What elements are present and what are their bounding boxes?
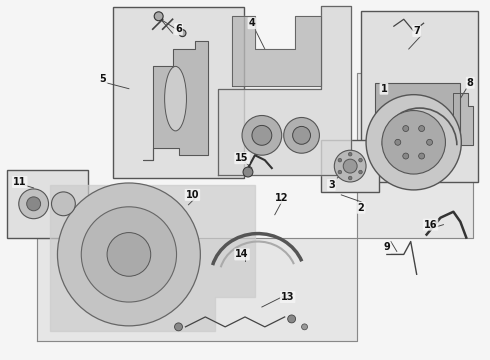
Text: 6: 6 bbox=[175, 24, 182, 34]
Text: 3: 3 bbox=[328, 180, 335, 190]
Circle shape bbox=[418, 126, 425, 131]
Polygon shape bbox=[49, 185, 255, 331]
Circle shape bbox=[243, 167, 253, 177]
Circle shape bbox=[301, 324, 308, 330]
FancyBboxPatch shape bbox=[361, 11, 478, 182]
Circle shape bbox=[359, 170, 362, 174]
Circle shape bbox=[366, 95, 461, 190]
Circle shape bbox=[51, 192, 75, 216]
FancyBboxPatch shape bbox=[7, 170, 88, 238]
Circle shape bbox=[395, 139, 401, 145]
Circle shape bbox=[382, 111, 445, 174]
Circle shape bbox=[418, 153, 425, 159]
Circle shape bbox=[57, 183, 200, 326]
Circle shape bbox=[19, 189, 49, 219]
Circle shape bbox=[293, 126, 311, 144]
Circle shape bbox=[403, 153, 409, 159]
FancyBboxPatch shape bbox=[321, 140, 379, 192]
Text: 5: 5 bbox=[100, 74, 106, 84]
Polygon shape bbox=[446, 93, 473, 145]
Circle shape bbox=[359, 158, 362, 162]
Text: 14: 14 bbox=[235, 249, 249, 260]
Circle shape bbox=[252, 125, 272, 145]
Circle shape bbox=[284, 117, 319, 153]
Text: 15: 15 bbox=[235, 153, 249, 163]
Ellipse shape bbox=[165, 66, 187, 131]
Text: 1: 1 bbox=[381, 84, 387, 94]
Polygon shape bbox=[218, 6, 351, 175]
Text: 10: 10 bbox=[186, 190, 199, 200]
Circle shape bbox=[348, 176, 352, 180]
Text: 12: 12 bbox=[275, 193, 289, 203]
Text: 11: 11 bbox=[13, 177, 26, 187]
Polygon shape bbox=[143, 41, 208, 160]
Circle shape bbox=[348, 152, 352, 156]
Circle shape bbox=[107, 233, 151, 276]
Circle shape bbox=[26, 197, 41, 211]
Text: 8: 8 bbox=[467, 78, 474, 88]
FancyBboxPatch shape bbox=[375, 83, 460, 144]
Circle shape bbox=[403, 126, 409, 131]
Text: 13: 13 bbox=[281, 292, 294, 302]
Circle shape bbox=[81, 207, 176, 302]
Circle shape bbox=[334, 150, 366, 182]
FancyBboxPatch shape bbox=[113, 7, 244, 178]
Circle shape bbox=[338, 158, 342, 162]
Circle shape bbox=[288, 315, 295, 323]
Text: 4: 4 bbox=[248, 18, 255, 28]
Circle shape bbox=[242, 116, 282, 155]
Text: 2: 2 bbox=[358, 203, 365, 213]
Circle shape bbox=[179, 30, 186, 37]
Text: 16: 16 bbox=[424, 220, 437, 230]
Circle shape bbox=[343, 159, 357, 173]
Circle shape bbox=[174, 323, 182, 331]
Text: 9: 9 bbox=[384, 243, 390, 252]
Text: 7: 7 bbox=[413, 26, 420, 36]
Circle shape bbox=[427, 139, 433, 145]
Polygon shape bbox=[232, 16, 321, 86]
Polygon shape bbox=[37, 73, 473, 341]
Circle shape bbox=[154, 12, 163, 21]
Circle shape bbox=[338, 170, 342, 174]
